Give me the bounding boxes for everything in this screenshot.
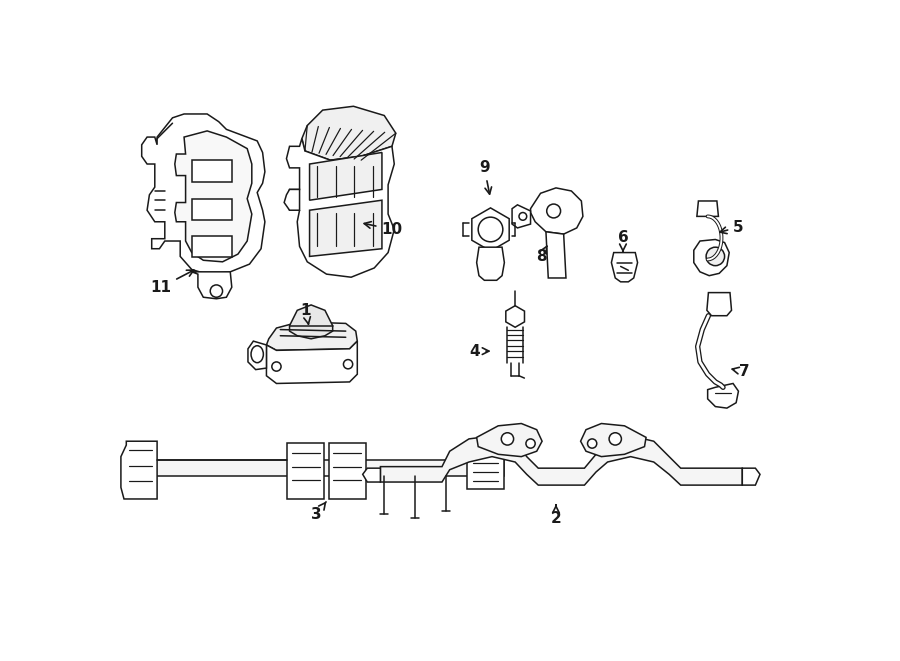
Circle shape (478, 217, 503, 242)
Circle shape (546, 204, 561, 218)
Circle shape (272, 362, 281, 371)
Polygon shape (694, 239, 729, 276)
Circle shape (526, 439, 536, 448)
Polygon shape (192, 235, 232, 257)
Circle shape (211, 285, 222, 297)
Text: 5: 5 (720, 219, 743, 235)
Polygon shape (266, 341, 357, 383)
Polygon shape (506, 305, 525, 327)
Polygon shape (706, 293, 732, 316)
Polygon shape (175, 131, 252, 262)
Circle shape (588, 439, 597, 448)
Polygon shape (381, 436, 742, 485)
Polygon shape (121, 442, 158, 499)
Polygon shape (149, 461, 504, 476)
Circle shape (519, 213, 526, 220)
Polygon shape (580, 424, 646, 457)
Polygon shape (290, 305, 333, 339)
Text: 2: 2 (551, 505, 562, 525)
Polygon shape (707, 383, 738, 408)
Text: 9: 9 (479, 161, 491, 194)
Text: 1: 1 (301, 303, 311, 324)
Polygon shape (363, 468, 381, 482)
Polygon shape (192, 160, 232, 182)
Circle shape (344, 360, 353, 369)
Text: 6: 6 (617, 229, 628, 251)
Polygon shape (286, 139, 394, 277)
Text: 7: 7 (733, 364, 750, 379)
Polygon shape (287, 443, 324, 499)
Polygon shape (310, 153, 382, 200)
Polygon shape (328, 443, 365, 499)
Ellipse shape (251, 346, 264, 363)
Text: 4: 4 (470, 344, 489, 359)
Polygon shape (477, 424, 542, 457)
Circle shape (609, 433, 621, 445)
Polygon shape (472, 208, 509, 251)
Text: 10: 10 (364, 221, 402, 237)
Polygon shape (284, 190, 300, 210)
Text: 8: 8 (536, 246, 547, 264)
Polygon shape (248, 341, 266, 369)
Circle shape (706, 247, 724, 266)
Polygon shape (192, 199, 232, 220)
Polygon shape (512, 205, 530, 228)
Text: 3: 3 (311, 502, 326, 522)
Polygon shape (310, 200, 382, 256)
Polygon shape (697, 201, 718, 216)
Circle shape (501, 433, 514, 445)
Polygon shape (266, 322, 357, 350)
Polygon shape (302, 106, 396, 160)
Polygon shape (611, 253, 637, 282)
Text: 11: 11 (150, 270, 194, 295)
Polygon shape (742, 468, 760, 485)
Polygon shape (477, 247, 504, 280)
Polygon shape (192, 272, 232, 299)
Polygon shape (467, 455, 504, 489)
Polygon shape (530, 188, 583, 234)
Polygon shape (141, 114, 265, 274)
Polygon shape (546, 232, 566, 278)
